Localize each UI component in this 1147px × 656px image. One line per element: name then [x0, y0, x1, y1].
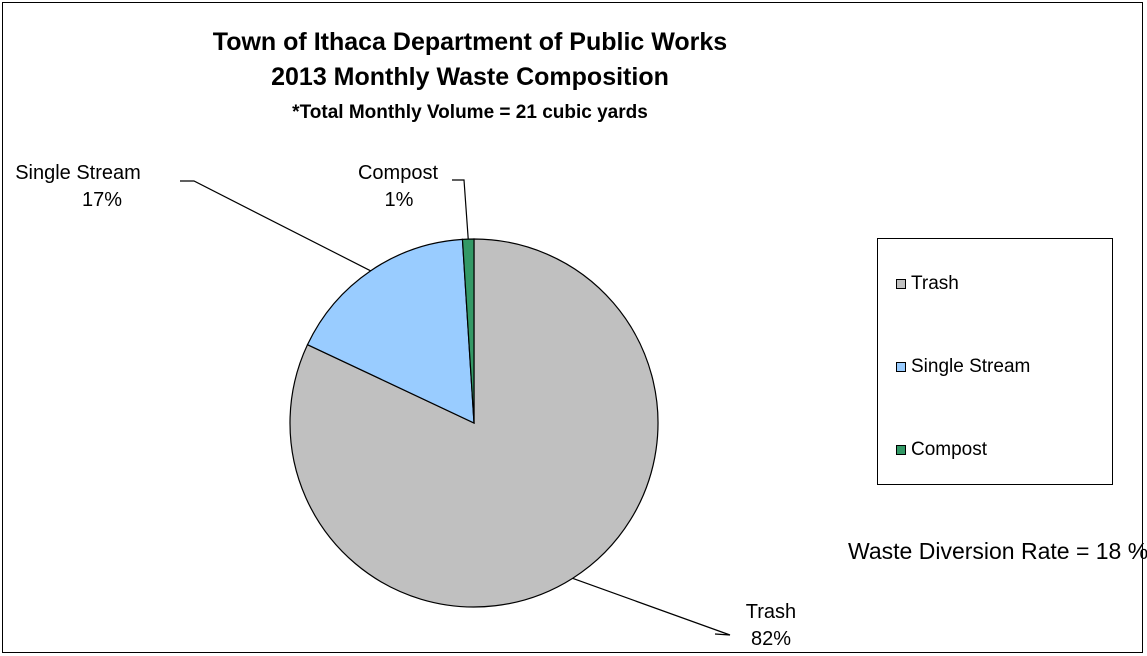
slice-label-name-single-stream: Single Stream: [15, 162, 141, 184]
legend-item-trash: Trash: [896, 273, 959, 295]
legend-item-single-stream: Single Stream: [896, 356, 1030, 378]
chart-title: Town of Ithaca Department of Public Work…: [212, 28, 728, 56]
legend-item-compost: Compost: [896, 439, 987, 461]
legend-label-compost: Compost: [911, 439, 988, 460]
legend: Trash Single Stream Compost: [877, 238, 1113, 485]
leader-line-single-stream: [180, 180, 371, 272]
slice-label-name-trash: Trash: [746, 601, 796, 623]
leader-line-trash: [572, 577, 731, 636]
slice-label-value-compost: 1%: [385, 189, 414, 211]
legend-swatch-trash: [896, 279, 906, 289]
legend-label-trash: Trash: [911, 273, 959, 294]
legend-swatch-compost: [896, 445, 906, 455]
pie-slice-single-stream: [306, 238, 475, 424]
chart-subtitle: 2013 Monthly Waste Composition: [271, 63, 669, 91]
legend-swatch-single-stream: [896, 362, 906, 372]
legend-label-single-stream: Single Stream: [911, 356, 1031, 377]
leader-line-compost: [452, 179, 469, 240]
chart-note: *Total Monthly Volume = 21 cubic yards: [292, 102, 648, 123]
slice-label-value-single-stream: 17%: [82, 189, 122, 211]
pie-slices: [289, 238, 659, 608]
slice-label-name-compost: Compost: [358, 162, 438, 184]
slice-label-value-trash: 82%: [751, 628, 791, 650]
leader-lines: [180, 179, 731, 636]
waste-diversion-annotation: Waste Diversion Rate = 18 %: [848, 538, 1147, 564]
